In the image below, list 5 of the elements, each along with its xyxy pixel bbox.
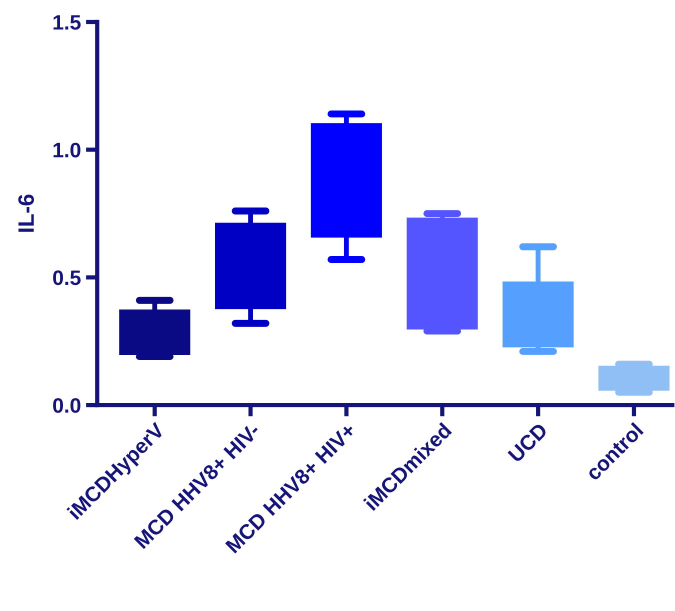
- y-tick-label: 0.5: [53, 270, 81, 286]
- y-tick-label: 1.5: [54, 15, 81, 30]
- y-axis-title: IL-6: [18, 194, 34, 232]
- y-tick-label: 1.0: [54, 142, 80, 158]
- y-tick-label: 0.0: [53, 398, 80, 413]
